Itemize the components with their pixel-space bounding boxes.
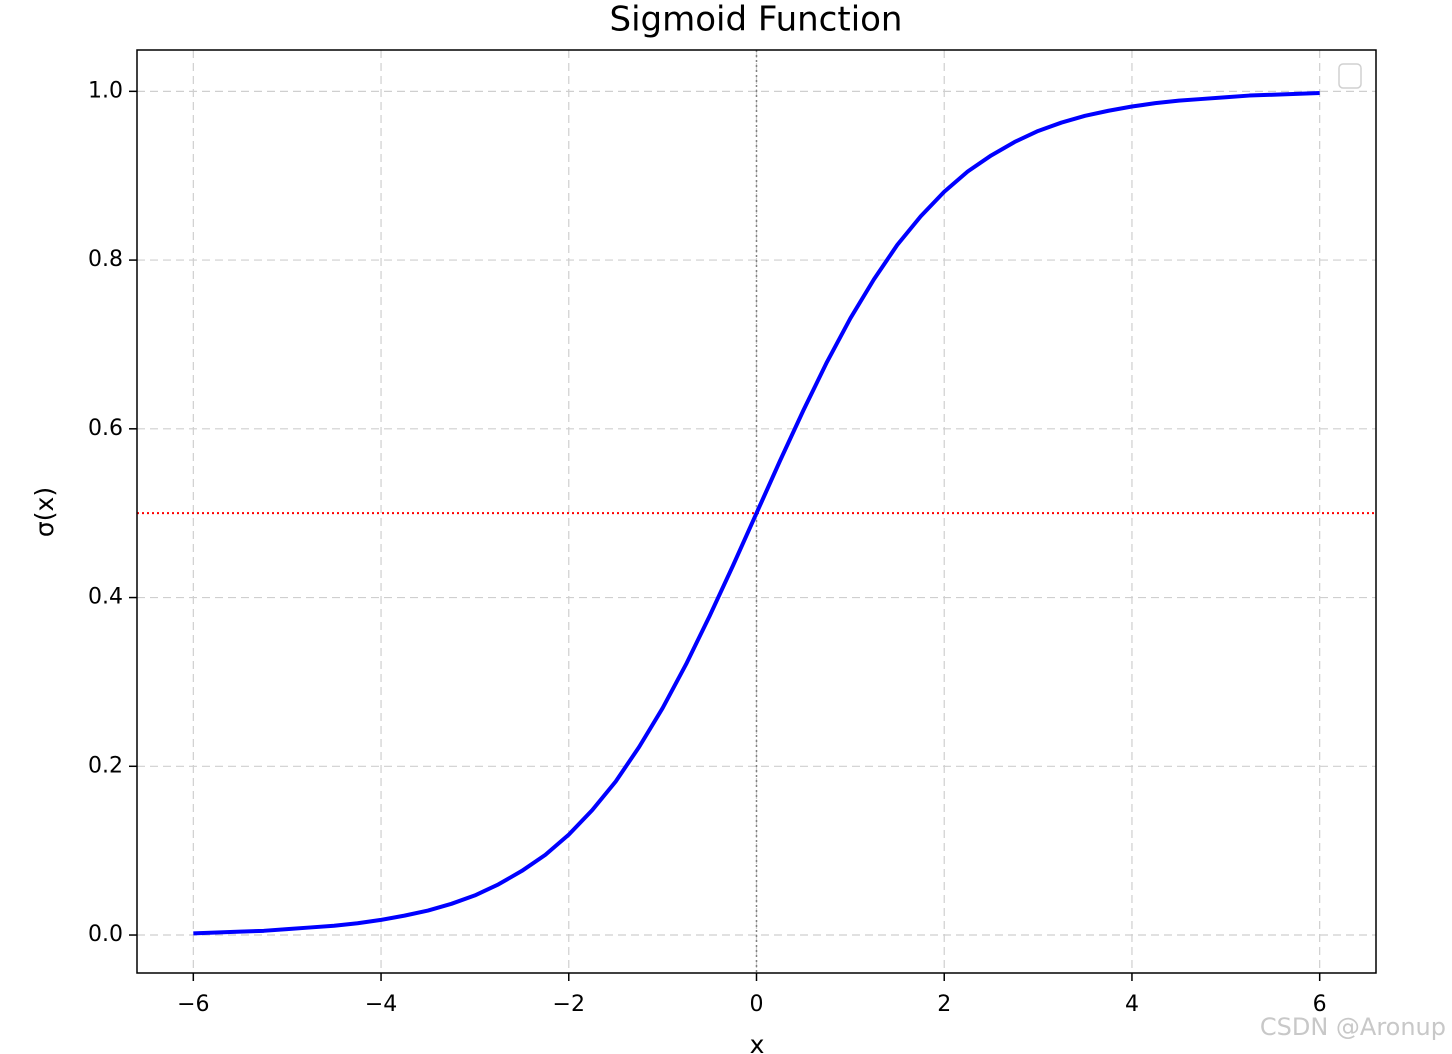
x-tick-label: −2 (553, 992, 585, 1017)
x-tick-label: 4 (1125, 992, 1139, 1017)
watermark: CSDN @Aronup (1260, 1013, 1446, 1041)
y-tick-label: 0.0 (88, 922, 123, 947)
y-tick-label: 0.4 (88, 585, 123, 610)
x-tick-label: −6 (177, 992, 209, 1017)
chart-title: Sigmoid Function (610, 0, 903, 40)
legend-box (1338, 63, 1362, 89)
x-tick-label: 6 (1313, 992, 1327, 1017)
x-tick-label: 2 (937, 992, 951, 1017)
x-tick-label: 0 (750, 992, 764, 1017)
plot-frame (136, 49, 1377, 974)
y-tick-label: 1.0 (88, 78, 123, 103)
x-axis-label: x (750, 1030, 765, 1054)
data-line (193, 91, 1320, 936)
y-tick-label: 0.6 (88, 416, 123, 441)
x-tick-label: −4 (365, 992, 397, 1017)
y-tick-label: 0.2 (88, 753, 123, 778)
y-axis-label: σ(x) (30, 487, 59, 537)
y-tick-label: 0.8 (88, 247, 123, 272)
